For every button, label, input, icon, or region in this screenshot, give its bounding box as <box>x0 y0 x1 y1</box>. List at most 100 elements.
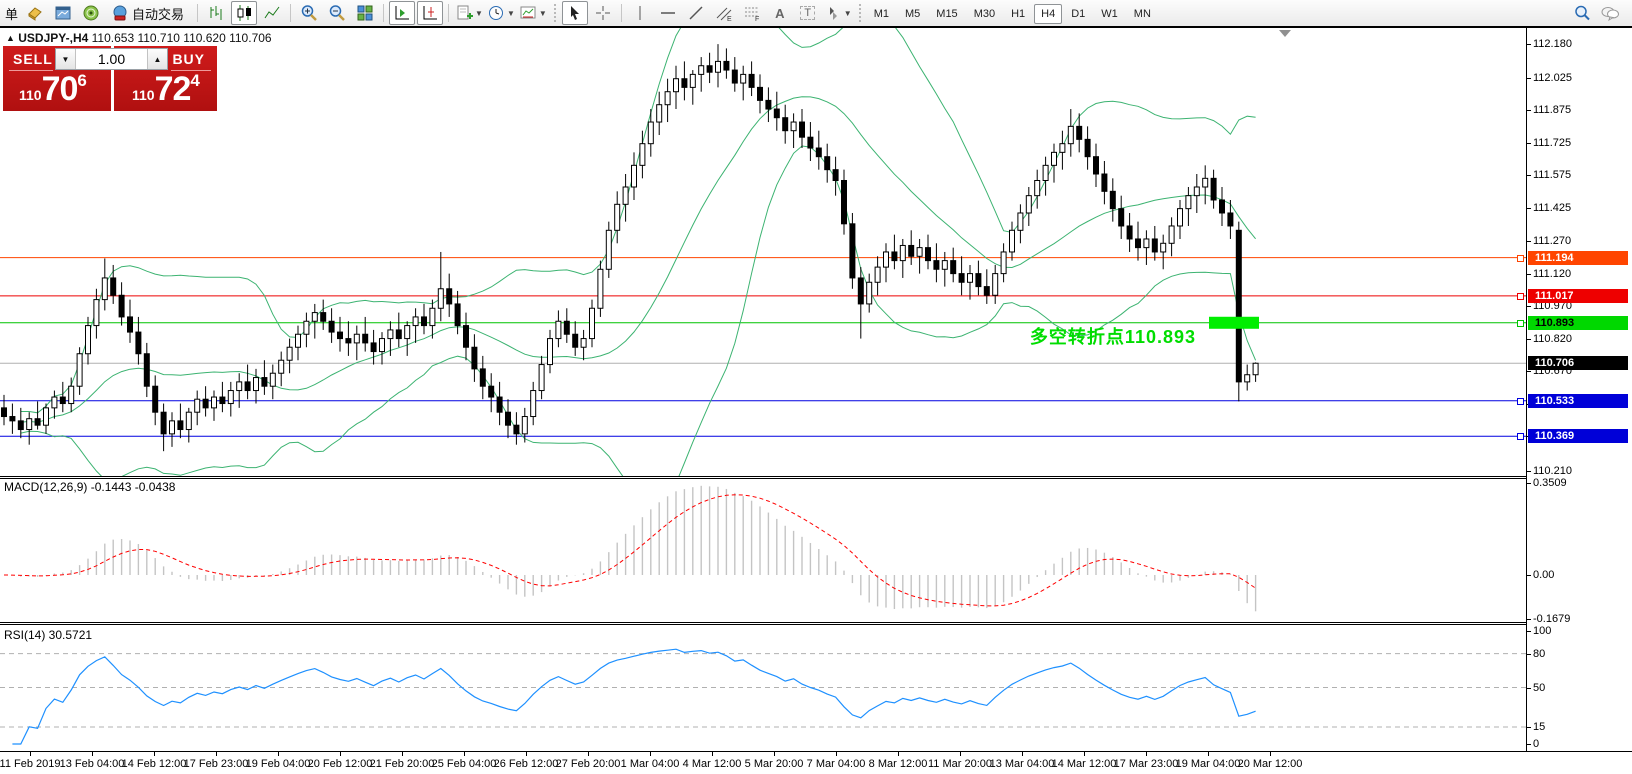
price-label-110.706: 110.706 <box>1528 356 1628 371</box>
date-tickmark <box>712 752 713 756</box>
chart-canvas[interactable] <box>0 28 1526 476</box>
timeframe-button-d1[interactable]: D1 <box>1071 8 1086 20</box>
timeframe-button-m1[interactable]: M1 <box>873 8 889 20</box>
order-button-label[interactable]: 单 <box>5 6 19 22</box>
candle-body <box>1126 225 1133 240</box>
template-icon <box>519 4 537 22</box>
volume-decrease-button[interactable]: ▼ <box>56 49 76 69</box>
sell-button[interactable]: SELL 110706 <box>3 46 111 111</box>
candle-body <box>1135 238 1141 249</box>
price-tick-tickmark <box>1527 207 1531 209</box>
crosshair-button[interactable] <box>590 1 616 25</box>
candle-body <box>572 333 579 348</box>
candle-body <box>916 247 923 257</box>
candle-body <box>1227 212 1234 227</box>
candle-body <box>773 108 780 119</box>
zoom-out-button[interactable] <box>324 1 350 25</box>
line-handle[interactable] <box>1517 397 1524 405</box>
timeframe-button-m5[interactable]: M5 <box>905 8 921 20</box>
volume-increase-button[interactable]: ▲ <box>147 49 167 69</box>
templates-button[interactable]: ▼ <box>518 1 548 25</box>
auto-scroll-button[interactable] <box>417 1 444 25</box>
candle-body <box>883 251 889 268</box>
symbol-dropdown-icon[interactable]: ▲ <box>6 33 15 43</box>
trendline-button[interactable] <box>683 1 709 25</box>
autotrading-button[interactable]: 自动交易 <box>106 1 192 25</box>
candle-body <box>211 396 217 409</box>
timeframe-button-mn[interactable]: MN <box>1133 8 1151 20</box>
candle-body <box>85 325 91 355</box>
community-chat-button[interactable] <box>1597 1 1623 25</box>
add-indicator-button[interactable]: ▼ <box>454 1 484 25</box>
candlestick-chart-button[interactable] <box>231 1 258 25</box>
rsi-tick: 0 <box>1533 738 1540 750</box>
timeframe-button-m15[interactable]: M15 <box>936 8 958 20</box>
line-chart-button[interactable] <box>259 1 285 25</box>
date-tickmark <box>464 752 465 756</box>
candle-body <box>59 396 66 405</box>
pane-separator[interactable] <box>0 476 1632 479</box>
arrows-button[interactable]: ▼ <box>823 1 853 25</box>
candle-body <box>110 277 117 296</box>
timeframe-button-w1[interactable]: W1 <box>1101 8 1118 20</box>
macd-tick: 0.00 <box>1533 569 1555 581</box>
line-handle[interactable] <box>1517 292 1524 300</box>
candle-body <box>706 65 713 73</box>
candle-body <box>194 398 201 413</box>
date-axis[interactable]: 11 Feb 2019 13 Feb 04:00 14 Feb 12:00 17 Fe… <box>0 751 1632 774</box>
candle-body <box>429 307 436 327</box>
toolbar-drag-handle[interactable] <box>553 4 556 22</box>
sell-price: 110706 <box>19 70 87 108</box>
pane-separator[interactable] <box>0 622 1632 625</box>
toolbar-drag-handle[interactable] <box>858 4 861 22</box>
candle-body <box>202 398 209 409</box>
text-label-button[interactable]: T <box>795 1 821 25</box>
date-tickmark <box>1270 752 1271 756</box>
price-tick-tickmark <box>1527 110 1531 112</box>
date-label: 11 Feb 2019 <box>0 758 61 770</box>
line-handle[interactable] <box>1517 319 1524 327</box>
bollinger-upper-band <box>20 28 1256 414</box>
volume-input[interactable]: 1.00 <box>97 51 126 67</box>
candle-body <box>983 286 990 296</box>
candle-body <box>496 396 503 413</box>
timeframe-button-m30[interactable]: M30 <box>973 8 996 20</box>
channel-button[interactable]: E <box>711 1 737 25</box>
timeframe-button-h4[interactable]: H4 <box>1034 4 1063 24</box>
pivot-highlight-box[interactable] <box>1209 316 1259 329</box>
zoom-in-button[interactable] <box>296 1 322 25</box>
candle-body <box>1252 362 1259 376</box>
date-tickmark <box>1208 752 1209 756</box>
line-handle[interactable] <box>1517 433 1524 441</box>
toolbar-separator <box>197 4 199 22</box>
line-handle[interactable] <box>1517 254 1524 262</box>
horizontal-line-button[interactable] <box>655 1 681 25</box>
price-scale[interactable]: 112.180 112.025 111.875 111.725 111.575 111.4… <box>1526 28 1632 751</box>
new-order-button[interactable] <box>22 1 48 25</box>
date-label: 21 Feb 20:00 <box>369 758 435 770</box>
candle-body <box>244 381 251 392</box>
pivot-annotation-text[interactable]: 多空转折点110.893 <box>1029 327 1196 347</box>
rsi-tick-tickmark <box>1527 727 1531 729</box>
date-tickmark <box>278 752 279 756</box>
candle-body <box>681 78 688 88</box>
vertical-line-button[interactable] <box>627 1 653 25</box>
chart-shift-marker-icon[interactable] <box>1279 30 1291 37</box>
fibonacci-button[interactable]: F <box>739 1 765 25</box>
rsi-pane[interactable] <box>0 625 1526 751</box>
charts-window-button[interactable] <box>50 1 76 25</box>
cursor-button[interactable] <box>561 1 588 25</box>
candle-body <box>160 411 167 435</box>
tile-windows-button[interactable] <box>352 1 378 25</box>
macd-pane[interactable] <box>0 479 1526 622</box>
text-button[interactable]: A <box>767 1 793 25</box>
timeframe-button-h1[interactable]: H1 <box>1011 8 1026 20</box>
search-button[interactable] <box>1569 1 1595 25</box>
candle-body <box>177 420 184 431</box>
date-tickmark <box>154 752 155 756</box>
chart-shift-button[interactable] <box>389 1 416 25</box>
periods-button[interactable]: ▼ <box>486 1 516 25</box>
signals-button[interactable] <box>78 1 104 25</box>
bar-chart-button[interactable] <box>203 1 229 25</box>
candle-body <box>1101 173 1108 192</box>
